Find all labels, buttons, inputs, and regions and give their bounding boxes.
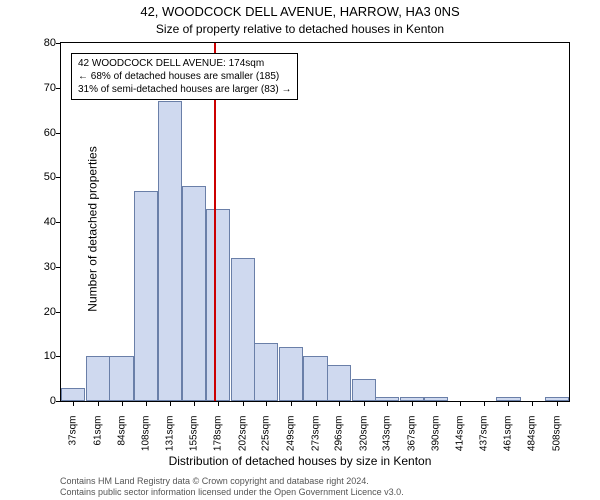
x-tick-mark [98,401,99,406]
x-tick-mark [508,401,509,406]
y-tick-label: 40 [31,216,56,228]
x-tick-mark [412,401,413,406]
histogram-bar [61,388,85,401]
y-tick-label: 20 [31,306,56,318]
annotation-line3: 31% of semi-detached houses are larger (… [78,83,291,96]
histogram-bar [134,191,158,401]
x-tick-label: 273sqm [310,416,321,456]
y-tick-label: 0 [31,395,56,407]
x-tick-mark [170,401,171,406]
x-tick-mark [218,401,219,406]
x-tick-label: 343sqm [382,416,393,456]
footer-attribution: Contains HM Land Registry data © Crown c… [60,476,590,498]
x-tick-mark [194,401,195,406]
y-tick-mark [56,133,61,134]
histogram-bar [352,379,376,401]
footer-line1: Contains HM Land Registry data © Crown c… [60,476,590,487]
y-tick-label: 30 [31,261,56,273]
histogram-bar [327,365,351,401]
x-tick-mark [339,401,340,406]
y-tick-mark [56,43,61,44]
x-tick-label: 155sqm [189,416,200,456]
histogram-bar [86,356,110,401]
y-tick-mark [56,222,61,223]
histogram-bar [254,343,278,401]
x-tick-mark [532,401,533,406]
x-tick-label: 178sqm [213,416,224,456]
histogram-bar [109,356,133,401]
x-tick-label: 37sqm [68,416,79,456]
x-tick-label: 225sqm [261,416,272,456]
x-tick-label: 437sqm [478,416,489,456]
x-tick-label: 249sqm [285,416,296,456]
chart-title-main: 42, WOODCOCK DELL AVENUE, HARROW, HA3 0N… [0,4,600,19]
footer-line2: Contains public sector information licen… [60,487,590,498]
x-tick-mark [73,401,74,406]
x-axis-label: Distribution of detached houses by size … [0,454,600,468]
histogram-bar [206,209,230,401]
x-tick-mark [146,401,147,406]
y-tick-mark [56,401,61,402]
x-tick-mark [316,401,317,406]
y-tick-mark [56,267,61,268]
y-tick-label: 10 [31,350,56,362]
x-tick-label: 461sqm [503,416,514,456]
x-tick-mark [266,401,267,406]
annotation-line2: ← 68% of detached houses are smaller (18… [78,70,291,83]
x-tick-mark [557,401,558,406]
x-tick-label: 108sqm [141,416,152,456]
x-tick-mark [484,401,485,406]
x-tick-label: 131sqm [164,416,175,456]
annotation-line1: 42 WOODCOCK DELL AVENUE: 174sqm [78,57,291,70]
annotation-box: 42 WOODCOCK DELL AVENUE: 174sqm ← 68% of… [71,53,298,100]
y-tick-label: 60 [31,127,56,139]
y-tick-label: 80 [31,37,56,49]
histogram-bar [279,347,303,401]
x-tick-label: 296sqm [334,416,345,456]
chart-container: 42, WOODCOCK DELL AVENUE, HARROW, HA3 0N… [0,0,600,500]
x-tick-mark [364,401,365,406]
x-tick-label: 84sqm [116,416,127,456]
y-tick-mark [56,88,61,89]
x-tick-label: 320sqm [358,416,369,456]
x-tick-mark [436,401,437,406]
x-tick-mark [460,401,461,406]
x-tick-label: 367sqm [406,416,417,456]
y-tick-mark [56,177,61,178]
x-tick-mark [122,401,123,406]
histogram-bar [158,101,182,401]
y-tick-label: 70 [31,82,56,94]
x-tick-label: 61sqm [92,416,103,456]
x-tick-label: 202sqm [237,416,248,456]
histogram-bar [303,356,327,401]
plot-area: 0102030405060708037sqm61sqm84sqm108sqm13… [60,42,570,402]
x-tick-label: 390sqm [430,416,441,456]
x-tick-mark [291,401,292,406]
y-tick-label: 50 [31,171,56,183]
chart-title-sub: Size of property relative to detached ho… [0,22,600,36]
x-tick-mark [387,401,388,406]
histogram-bar [182,186,206,401]
y-tick-mark [56,312,61,313]
x-tick-label: 508sqm [551,416,562,456]
histogram-bar [231,258,255,401]
x-tick-mark [243,401,244,406]
x-tick-label: 484sqm [527,416,538,456]
y-tick-mark [56,356,61,357]
x-tick-label: 414sqm [455,416,466,456]
